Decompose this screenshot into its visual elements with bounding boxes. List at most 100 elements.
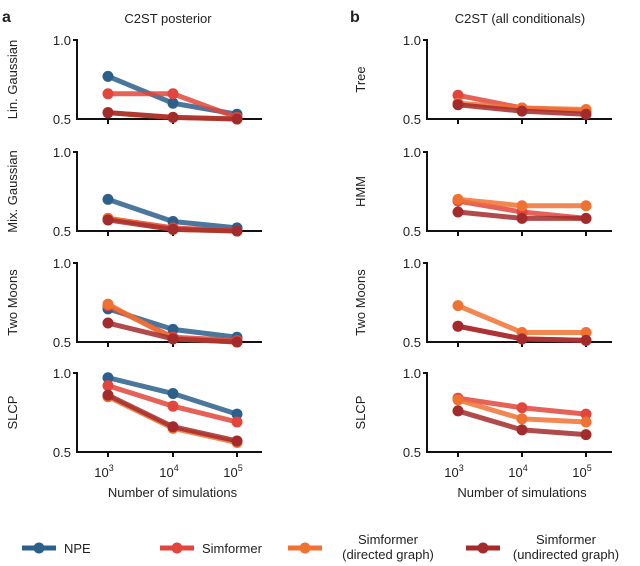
panel-title: C2ST (all conditionals) <box>455 11 586 26</box>
legend-marker <box>477 542 489 554</box>
ytick-label: 1.0 <box>53 145 71 160</box>
data-point <box>231 435 243 447</box>
legend-label: (undirected graph) <box>513 547 619 562</box>
data-point <box>231 225 243 237</box>
data-point <box>167 323 179 335</box>
legend-entry: NPE <box>22 541 91 556</box>
legend-label: NPE <box>64 541 91 556</box>
ylabel: HMM <box>353 176 368 207</box>
panel-b: b C2ST (all conditionals) 1.0 0.5 Tree 1.0 0.5… <box>350 9 612 500</box>
data-point <box>580 408 592 420</box>
data-point <box>516 200 528 212</box>
ytick-label: 1.0 <box>403 33 421 48</box>
subplot-hmm: 1.0 0.5 HMM <box>353 145 612 239</box>
data-point <box>102 317 114 329</box>
data-point <box>580 429 592 441</box>
ylabel: Two Moons <box>5 269 20 336</box>
xtick-label: 105 <box>572 463 591 480</box>
data-point <box>452 300 464 312</box>
data-point <box>452 89 464 101</box>
data-point <box>167 223 179 235</box>
data-point <box>452 394 464 406</box>
panel-title: C2ST posterior <box>124 11 212 26</box>
data-point <box>452 320 464 332</box>
xtick-label: 103 <box>444 463 463 480</box>
legend-label: (directed graph) <box>342 547 434 562</box>
data-point <box>167 400 179 412</box>
subplot-slcp: 1.0 0.5 SLCP 103 104 105 Number of simulations <box>5 366 262 500</box>
ytick-label: 1.0 <box>403 366 421 381</box>
panel-a: a C2ST posterior 1.0 0.5 Lin. Gaussian 1.0 0.5… <box>2 9 262 500</box>
data-point <box>516 212 528 224</box>
ytick-label: 0.5 <box>403 335 421 350</box>
data-point <box>580 212 592 224</box>
data-point <box>580 200 592 212</box>
ytick-label: 0.5 <box>53 224 71 239</box>
data-point <box>516 413 528 425</box>
data-point <box>102 193 114 205</box>
ylabel: SLCP <box>5 396 20 430</box>
data-point <box>452 206 464 218</box>
data-point <box>102 380 114 392</box>
data-point <box>580 334 592 346</box>
ylabel: SLCP <box>353 396 368 430</box>
xtick-label: 105 <box>223 463 242 480</box>
legend-entry: Simformer(undirected graph) <box>466 532 619 562</box>
subplot-two-moons: 1.0 0.5 Two Moons <box>353 256 612 350</box>
data-point <box>167 421 179 433</box>
legend-label: Simformer <box>358 532 419 547</box>
data-point <box>102 298 114 310</box>
subplot-mix-gaussian: 1.0 0.5 Mix. Gaussian <box>5 145 262 239</box>
ytick-label: 1.0 <box>53 256 71 271</box>
data-point <box>516 402 528 414</box>
legend-label: Simformer <box>202 541 263 556</box>
legend-entry: Simformer(directed graph) <box>288 532 434 562</box>
ytick-label: 1.0 <box>403 145 421 160</box>
legend-marker <box>299 542 311 554</box>
panel-letter: a <box>2 9 11 26</box>
data-point <box>167 333 179 345</box>
data-point <box>516 105 528 117</box>
legend-label: Simformer <box>536 532 597 547</box>
data-point <box>580 108 592 120</box>
subplot-tree: 1.0 0.5 Tree <box>353 33 612 127</box>
xtick-label: 104 <box>508 463 527 480</box>
legend-marker <box>33 542 45 554</box>
data-point <box>452 99 464 111</box>
data-point <box>452 193 464 205</box>
data-point <box>167 97 179 109</box>
data-point <box>231 113 243 125</box>
ytick-label: 0.5 <box>403 112 421 127</box>
ytick-label: 0.5 <box>403 445 421 460</box>
ytick-label: 1.0 <box>403 256 421 271</box>
data-point <box>516 333 528 345</box>
ytick-label: 1.0 <box>53 366 71 381</box>
data-point <box>102 372 114 384</box>
subplot-slcp: 1.0 0.5 SLCP 103 104 105 Number of simulations <box>353 366 612 500</box>
axes <box>423 39 612 120</box>
ytick-label: 1.0 <box>53 33 71 48</box>
data-point <box>167 111 179 123</box>
axes <box>73 372 262 453</box>
data-point <box>516 424 528 436</box>
panel-letter: b <box>350 9 360 26</box>
xtick-label: 104 <box>159 463 178 480</box>
data-point <box>102 389 114 401</box>
ylabel: Two Moons <box>353 269 368 336</box>
axes <box>423 151 612 232</box>
data-point <box>102 107 114 119</box>
ylabel: Mix. Gaussian <box>5 150 20 232</box>
data-point <box>102 70 114 82</box>
ylabel: Tree <box>353 66 368 92</box>
ytick-label: 0.5 <box>403 224 421 239</box>
axes <box>423 372 612 453</box>
ytick-label: 0.5 <box>53 445 71 460</box>
data-point <box>167 388 179 400</box>
ylabel: Lin. Gaussian <box>5 40 20 120</box>
data-point <box>580 327 592 339</box>
subplot-two-moons: 1.0 0.5 Two Moons <box>5 256 262 350</box>
xlabel: Number of simulations <box>457 485 587 500</box>
xlabel: Number of simulations <box>108 485 238 500</box>
xtick-label: 103 <box>94 463 113 480</box>
